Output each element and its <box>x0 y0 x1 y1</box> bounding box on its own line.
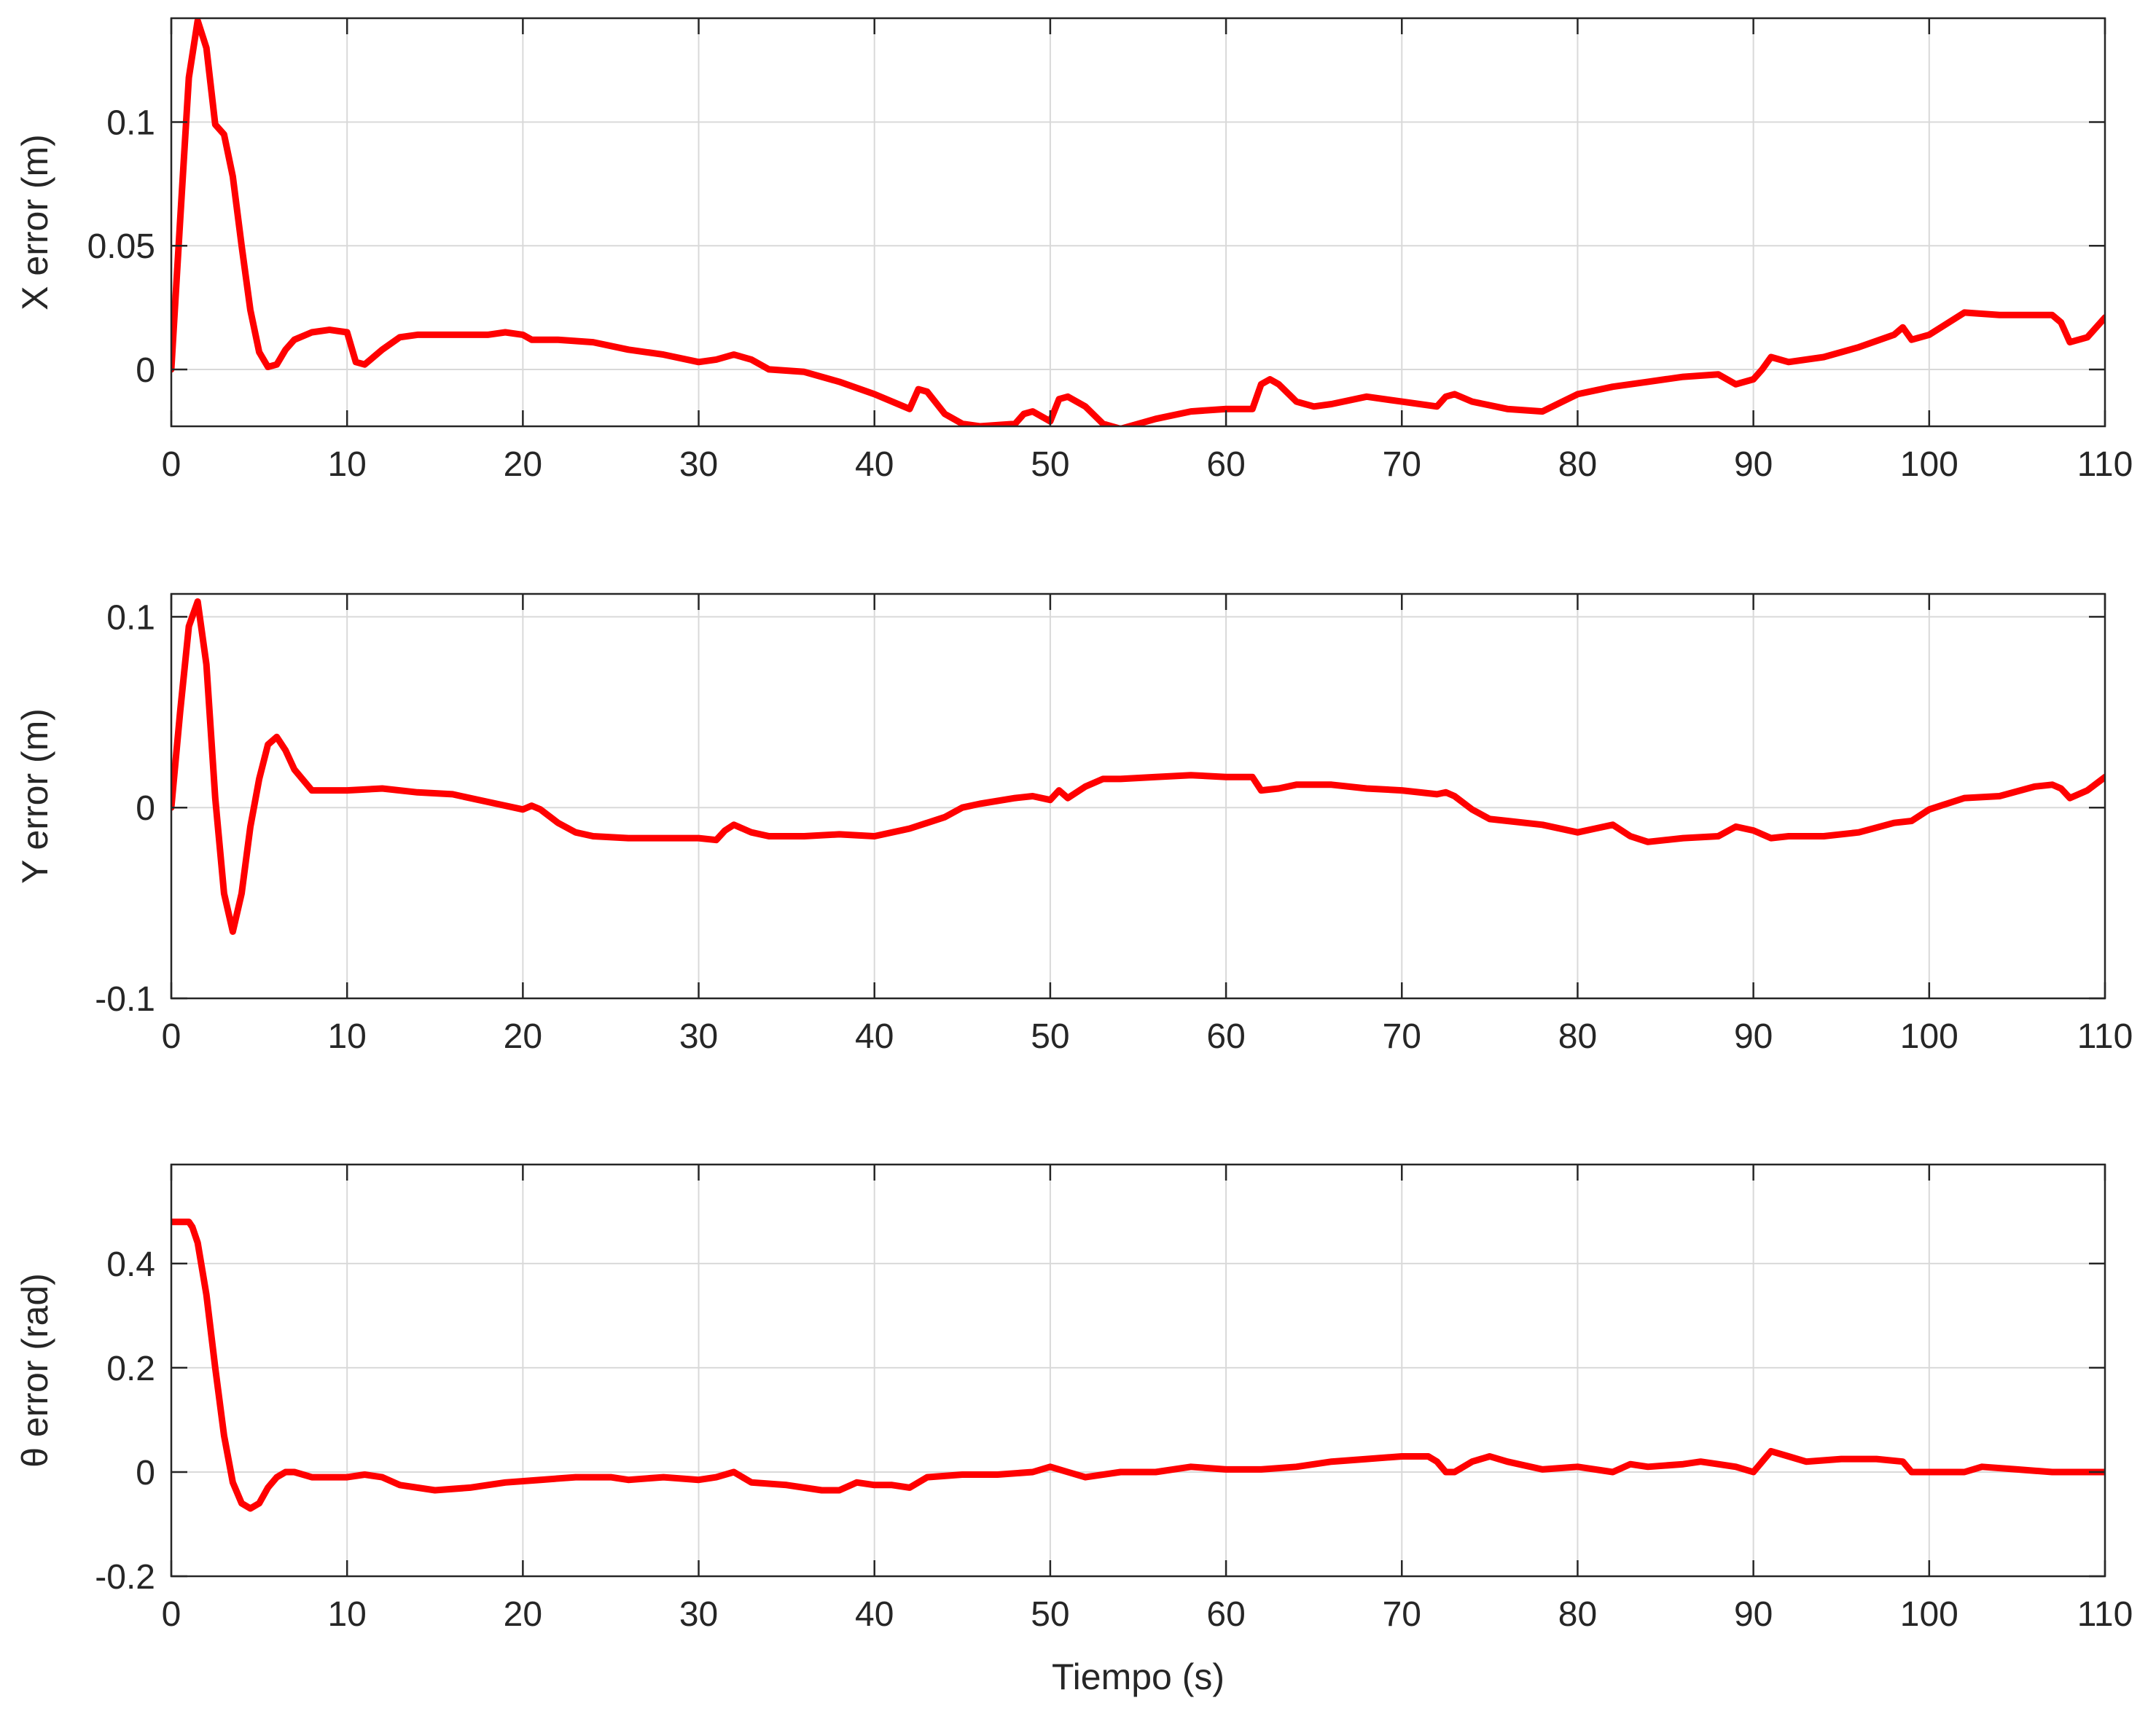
x-error-xtick-label: 20 <box>504 445 542 484</box>
y-error-xtick-label: 50 <box>1031 1017 1069 1056</box>
x-error-xtick-label: 50 <box>1031 445 1069 484</box>
y-error-xtick-label: 0 <box>162 1017 181 1056</box>
x-error-xtick-label: 0 <box>162 445 181 484</box>
theta-error-ytick-label: 0 <box>136 1454 155 1492</box>
x-error-panel: 0 10 20 30 40 50 60 70 80 90 100 110 0 0.05 0.1 X error… <box>15 17 2133 484</box>
y-error-plot-area <box>171 594 2105 998</box>
y-error-axes-frame <box>170 592 2106 1000</box>
y-error-ylabel: Y error (m) <box>15 708 55 884</box>
x-error-plot-area <box>171 18 2105 426</box>
theta-error-ylabel: θ error (rad) <box>15 1273 55 1468</box>
y-error-ytick-label: 0.1 <box>106 598 155 637</box>
theta-error-xtick-label: 110 <box>2077 1595 2133 1634</box>
theta-error-xtick-label: 40 <box>855 1595 894 1634</box>
y-error-xtick-label: 80 <box>1558 1017 1597 1056</box>
x-error-ytick-label: 0.1 <box>106 104 155 143</box>
theta-error-ytick-label: 0.2 <box>106 1350 155 1388</box>
y-error-xtick-label: 90 <box>1734 1017 1773 1056</box>
theta-error-xtick-label: 80 <box>1558 1595 1597 1634</box>
x-error-xtick-label: 110 <box>2077 445 2133 484</box>
x-error-xtick-label: 40 <box>855 445 894 484</box>
y-error-xtick-label: 110 <box>2077 1017 2133 1056</box>
y-error-series-line <box>171 598 2105 935</box>
y-error-ytick-label: 0 <box>136 789 155 828</box>
x-error-ytick-label: 0.05 <box>87 227 155 266</box>
theta-error-xtick-label: 100 <box>1900 1595 1958 1634</box>
y-error-xtick-label: 70 <box>1383 1017 1421 1056</box>
x-error-xtick-label: 80 <box>1558 445 1597 484</box>
x-error-xtick-label: 10 <box>327 445 366 484</box>
theta-error-panel: 0 10 20 30 40 50 60 70 80 90 100 110-0.200.20.4θ er… <box>15 1163 2133 1697</box>
y-error-xtick-label: 10 <box>327 1017 366 1056</box>
y-error-xtick-label: 60 <box>1206 1017 1245 1056</box>
theta-error-xtick-label: 70 <box>1383 1595 1421 1634</box>
theta-error-xtick-label: 90 <box>1734 1595 1773 1634</box>
theta-error-xtick-label: 10 <box>327 1595 366 1634</box>
theta-error-xtick-label: 30 <box>679 1595 718 1634</box>
x-error-series-line <box>171 18 2105 426</box>
theta-error-xtick-label: 60 <box>1206 1595 1245 1634</box>
theta-error-ytick-label: -0.2 <box>95 1558 155 1597</box>
theta-error-xtick-label: 0 <box>162 1595 181 1634</box>
x-error-xtick-label: 60 <box>1206 445 1245 484</box>
y-error-xtick-label: 40 <box>855 1017 894 1056</box>
x-error-axes-frame <box>170 17 2106 428</box>
y-error-xtick-label: 100 <box>1900 1017 1958 1056</box>
y-error-xtick-label: 20 <box>504 1017 542 1056</box>
y-error-xtick-label: 30 <box>679 1017 718 1056</box>
y-error-ytick-label: -0.1 <box>95 980 155 1019</box>
x-error-xtick-label: 90 <box>1734 445 1773 484</box>
theta-error-xlabel: Tiempo (s) <box>1052 1656 1225 1697</box>
x-error-ytick-label: 0 <box>136 351 155 390</box>
x-error-xtick-label: 70 <box>1383 445 1421 484</box>
x-error-ylabel: X error (m) <box>15 134 55 310</box>
theta-error-axes-frame <box>170 1163 2106 1578</box>
theta-error-xtick-label: 50 <box>1031 1595 1069 1634</box>
theta-error-ytick-label: 0.4 <box>106 1245 155 1284</box>
x-error-xtick-label: 30 <box>679 445 718 484</box>
theta-error-series-line <box>171 1218 2105 1512</box>
theta-error-xtick-label: 20 <box>504 1595 542 1634</box>
theta-error-plot-area <box>171 1165 2105 1576</box>
y-error-panel: 0 10 20 30 40 50 60 70 80 90 100 110-0.100.1Y error… <box>15 592 2133 1056</box>
x-error-xtick-label: 100 <box>1900 445 1958 484</box>
